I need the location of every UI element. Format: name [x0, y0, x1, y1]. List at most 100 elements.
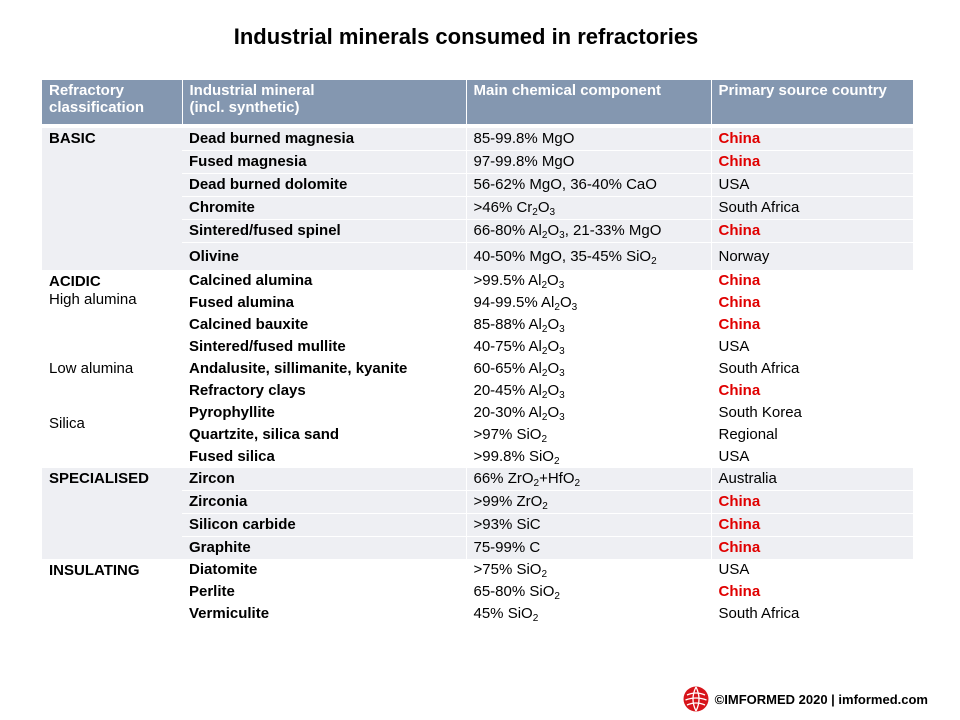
table-row: Fused magnesia 97-99.8% MgO China: [42, 150, 913, 174]
component-cell: 40-75% Al2O3: [466, 336, 712, 358]
country-cell: USA: [718, 338, 750, 355]
subgroup-silica: Silica: [49, 415, 85, 432]
table-row: Quartzite, silica sand >97% SiO2 Regiona…: [42, 424, 913, 446]
table-row: BASIC Dead burned magnesia 85-99.8% MgO …: [42, 128, 913, 271]
table-row: Sintered/fused mullite 40-75% Al2O3 USA: [42, 336, 913, 358]
table-row: Silica Pyrophyllite 20-30% Al2O3 South K…: [42, 402, 913, 432]
mineral-cell: Sintered/fused mullite: [182, 336, 467, 358]
country-cell: Regional: [718, 426, 778, 443]
mineral-cell: Quartzite, silica sand: [182, 424, 467, 446]
component-cell: 56-62% MgO, 36-40% CaO: [466, 173, 712, 197]
table-row: Low alumina Andalusite, sillimanite, kya…: [42, 358, 913, 380]
mineral-cell: Dead burned dolomite: [182, 173, 467, 197]
table-row: INSULATING Diatomite >75% SiO2 USA: [42, 559, 913, 581]
table-row: Calcined bauxite 85-88% Al2O3 China: [42, 314, 913, 336]
mineral-cell: Chromite: [182, 196, 467, 220]
mineral-cell: Graphite: [182, 536, 467, 559]
mineral-cell: Sintered/fused spinel: [182, 219, 467, 243]
country-cell: China: [711, 219, 913, 243]
component-cell: 94-99.5% Al2O3: [466, 292, 712, 314]
component-cell: 85-88% Al2O3: [466, 314, 712, 336]
mineral-cell: Calcined bauxite: [182, 314, 467, 336]
component-cell: >75% SiO2: [466, 559, 712, 581]
component-cell: 66-80% Al2O3, 21-33% MgO: [466, 219, 712, 243]
country-cell: China: [718, 382, 761, 399]
mineral-cell: Fused magnesia: [182, 150, 467, 174]
table-row: Perlite 65-80% SiO2 China: [42, 581, 913, 603]
country-cell: USA: [718, 561, 750, 578]
country-cell: South Africa: [718, 360, 800, 377]
group-specialised: SPECIALISED: [42, 468, 182, 560]
component-cell: 65-80% SiO2: [466, 581, 712, 603]
component-cell: 20-30% Al2O3: [466, 402, 712, 424]
mineral-cell: Zirconia: [182, 490, 467, 514]
table-row: Zirconia >99% ZrO2 China: [42, 490, 913, 514]
footer-text: ©IMFORMED 2020 | imformed.com: [714, 691, 928, 707]
table-row: Silicon carbide >93% SiC China: [42, 513, 913, 537]
component-cell: 20-45% Al2O3: [466, 380, 712, 402]
table-row: Vermiculite 45% SiO2 South Africa: [42, 603, 913, 625]
country-cell: China: [711, 536, 913, 559]
group-acidic: ACIDIC High alumina: [42, 270, 182, 314]
footer: ©IMFORMED 2020 | imformed.com: [683, 686, 928, 712]
component-cell: 60-65% Al2O3: [466, 358, 712, 380]
mineral-cell: Olivine: [182, 242, 467, 270]
page-title: Industrial minerals consumed in refracto…: [233, 24, 699, 49]
component-cell: >46% Cr2O3: [466, 196, 712, 220]
subgroup-low-alumina: Low alumina: [49, 360, 134, 377]
table-row: Chromite >46% Cr2O3 South Africa: [42, 196, 913, 220]
country-cell: China: [718, 294, 761, 311]
group-basic: BASIC: [42, 128, 182, 271]
mineral-cell: Andalusite, sillimanite, kyanite: [182, 358, 467, 380]
country-cell: USA: [711, 173, 913, 197]
country-cell: China: [718, 272, 761, 289]
minerals-table: Refractory classification Industrial min…: [42, 80, 913, 625]
component-cell: 75-99% C: [466, 536, 712, 559]
table-row: Graphite 75-99% C China: [42, 536, 913, 559]
imformed-globe-logo-icon: [683, 686, 709, 712]
country-cell: China: [711, 513, 913, 537]
mineral-cell: Fused alumina: [182, 292, 467, 314]
table-row: Fused silica >99.8% SiO2 USA: [42, 446, 913, 468]
mineral-cell: Diatomite: [182, 559, 467, 581]
table-header-row: Refractory classification Industrial min…: [42, 80, 913, 124]
table-row: Sintered/fused spinel 66-80% Al2O3, 21-3…: [42, 219, 913, 243]
component-cell: 85-99.8% MgO: [466, 128, 712, 151]
mineral-cell: Silicon carbide: [182, 513, 467, 537]
component-cell: 40-50% MgO, 35-45% SiO2: [466, 242, 712, 270]
mineral-cell: Zircon: [182, 468, 467, 491]
table-row: Fused alumina 94-99.5% Al2O3 China: [42, 292, 913, 314]
mineral-cell: Calcined alumina: [182, 270, 467, 292]
component-cell: >99% ZrO2: [466, 490, 712, 514]
table-row: ACIDIC High alumina Calcined alumina >99…: [42, 270, 913, 308]
header-mineral: Industrial mineral (incl. synthetic): [182, 80, 467, 124]
component-cell: 66% ZrO2+HfO2: [466, 468, 712, 491]
component-cell: 45% SiO2: [466, 603, 712, 625]
mineral-cell: Dead burned magnesia: [182, 128, 467, 151]
component-cell: >99.8% SiO2: [466, 446, 712, 468]
mineral-cell: Pyrophyllite: [182, 402, 467, 424]
mineral-cell: Perlite: [182, 581, 467, 603]
table-row: Dead burned dolomite 56-62% MgO, 36-40% …: [42, 173, 913, 197]
mineral-cell: Fused silica: [182, 446, 467, 468]
component-cell: >93% SiC: [466, 513, 712, 537]
country-cell: USA: [718, 448, 750, 465]
country-cell: China: [711, 128, 913, 151]
country-cell: China: [718, 583, 761, 600]
header-classification: Refractory classification: [42, 80, 183, 124]
country-cell: China: [718, 316, 761, 333]
table-row: Refractory clays 20-45% Al2O3 China: [42, 380, 913, 402]
country-cell: Australia: [711, 468, 913, 491]
component-cell: 97-99.8% MgO: [466, 150, 712, 174]
country-cell: China: [711, 490, 913, 514]
component-cell: >99.5% Al2O3: [466, 270, 712, 292]
header-country: Primary source country: [711, 80, 913, 124]
table-row: SPECIALISED Zircon 66% ZrO2+HfO2 Austral…: [42, 468, 913, 560]
component-cell: >97% SiO2: [466, 424, 712, 446]
group-insulating: INSULATING: [49, 561, 140, 579]
header-component: Main chemical component: [466, 80, 712, 124]
country-cell: China: [711, 150, 913, 174]
country-cell: South Africa: [711, 196, 913, 220]
country-cell: Norway: [711, 242, 913, 270]
subgroup-high-alumina: High alumina: [49, 290, 137, 308]
